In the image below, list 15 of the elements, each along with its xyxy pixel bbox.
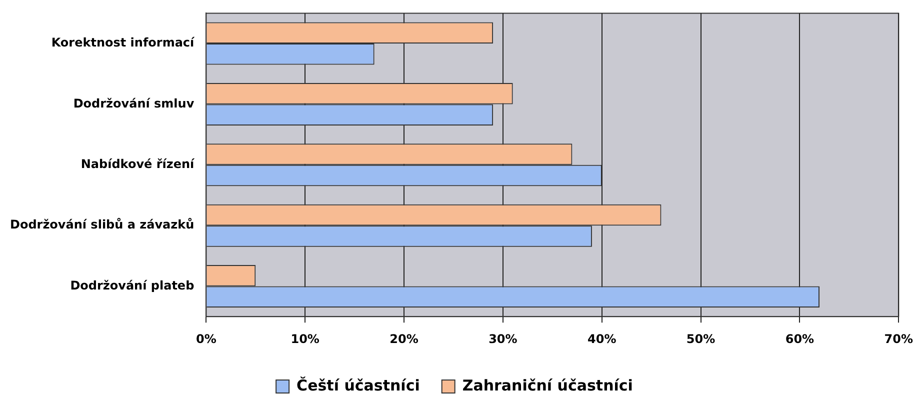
x-tick-label: 20% [390, 332, 418, 346]
x-tick-label: 60% [785, 332, 814, 346]
y-tick-label: Dodržování plateb [70, 278, 195, 292]
y-tick-label: Korektnost informací [51, 36, 196, 50]
x-tick-label: 50% [686, 332, 716, 346]
y-tick-label: Dodržování smluv [73, 96, 194, 110]
x-tick-label: 0% [196, 332, 216, 346]
y-tick-label: Nabídkové řízení [80, 157, 196, 172]
legend-label: Zahraniční účastníci [462, 376, 633, 394]
x-tick-label: 70% [884, 332, 914, 346]
x-tick-label: 30% [488, 332, 518, 346]
legend-label: Čeští účastníci [296, 376, 420, 394]
x-tick-label: 10% [290, 332, 320, 346]
x-tick-label: 40% [587, 332, 616, 346]
y-tick-label: Dodržování slibů a závazků [10, 218, 194, 232]
